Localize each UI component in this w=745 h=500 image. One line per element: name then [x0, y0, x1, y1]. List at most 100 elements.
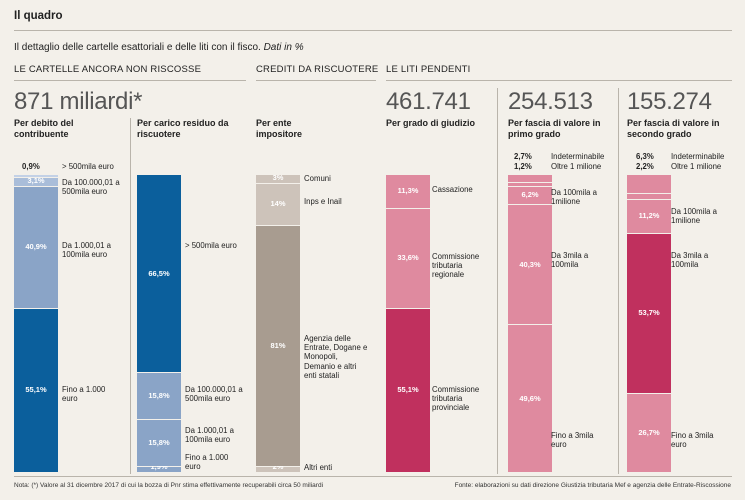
pct-secondo-oltre: 2,2% [636, 162, 654, 171]
pct-primo-indet: 2,7% [514, 152, 532, 161]
title-rule [14, 30, 732, 31]
subtitle-note: Dati in % [263, 42, 304, 53]
chart-title: Il quadro [14, 10, 63, 22]
label-grado-cassazione: Cassazione [432, 185, 473, 194]
section-rule-liti [386, 80, 732, 81]
bar-debito-value-0: 55,1% [25, 385, 47, 395]
bar-primo-segment-4 [508, 174, 552, 183]
bar-secondo-value-1: 53,7% [638, 308, 660, 318]
bar-carico-segment-3 [137, 174, 181, 373]
label-debito-1000: Da 1.000,01 a 100mila euro [62, 241, 111, 260]
col-title-grado: Per grado di giudizio [386, 118, 476, 128]
pct-debito-500: 0,9% [22, 162, 40, 171]
col-title-secondo: Per fascia di valore in secondo grado [627, 118, 720, 139]
label-debito-fino: Fino a 1.000 euro [62, 385, 106, 404]
total-cartelle: 871 miliardi* [14, 88, 143, 115]
bar-primo-value-1: 40,3% [519, 259, 541, 269]
footer-note: Nota: (*) Valore al 31 dicembre 2017 di … [14, 482, 324, 489]
section-liti: LE LITI PENDENTI [386, 64, 471, 75]
bar-carico-segment-2 [137, 372, 181, 420]
bar-debito-segment-0 [14, 307, 58, 472]
label-primo-100k: Da 100mila a 1milione [551, 188, 597, 207]
bar-primo-segment-2 [508, 185, 552, 205]
divider-1 [130, 118, 131, 474]
bar-debito-value-1: 40,9% [25, 242, 47, 252]
pct-secondo-indet: 6,3% [636, 152, 654, 161]
bar-debito-segment-1 [14, 185, 58, 308]
label-carico-fino: Fino a 1.000 euro [185, 453, 229, 472]
bar-secondo-segment-1 [627, 232, 671, 393]
bar-grado: 55,1% 33,6% 11,3% [386, 174, 430, 472]
bar-secondo-value-0: 26,7% [638, 427, 660, 437]
label-grado-provinciale: Commissione tributaria provinciale [432, 385, 480, 413]
bar-primo-segment-3 [508, 182, 552, 186]
bar-debito-value-2: 3,1% [27, 175, 45, 185]
label-secondo-100k: Da 100mila a 1milione [671, 207, 717, 226]
label-carico-100k: Da 100.000,01 a 500mila euro [185, 385, 243, 404]
label-secondo-indet: Indeterminabile [671, 152, 725, 161]
bar-ente-segment-1 [256, 224, 300, 467]
label-primo-oltre: Oltre 1 milione [551, 162, 602, 171]
bar-ente: 2% 81% 14% 3% [256, 172, 300, 472]
bar-grado-value-0: 55,1% [397, 385, 419, 395]
label-carico-500: > 500mila euro [185, 241, 237, 250]
bar-primo: 49,6% 40,3% 6,2% [508, 174, 552, 472]
bar-carico-segment-0 [137, 466, 181, 472]
bar-grado-segment-1 [386, 207, 430, 308]
bar-debito-segment-2 [14, 176, 58, 186]
bar-primo-segment-1 [508, 204, 552, 325]
bar-secondo: 26,7% 53,7% 11,2% [627, 174, 671, 472]
bar-carico-value-2: 15,8% [148, 391, 170, 401]
bar-ente-value-0: 2% [272, 462, 284, 471]
bar-carico-segment-1 [137, 419, 181, 467]
bar-ente-segment-2 [256, 182, 300, 225]
chart-subtitle: Il dettaglio delle cartelle esattoriali … [14, 42, 304, 53]
bar-carico-value-3: 66,5% [148, 268, 170, 278]
bar-ente-segment-0 [256, 466, 300, 472]
section-rule-cartelle [14, 80, 246, 81]
divider-3 [618, 88, 619, 474]
label-ente-agenzia: Agenzia delle Entrate, Dogane e Monopoli… [304, 334, 368, 380]
section-cartelle: LE CARTELLE ANCORA NON RISCOSSE [14, 64, 202, 75]
label-ente-altri: Altri enti [304, 463, 333, 472]
label-carico-1000: Da 1.000,01 a 100mila euro [185, 426, 234, 445]
bar-primo-value-0: 49,6% [519, 393, 541, 403]
section-rule-crediti [256, 80, 376, 81]
bar-ente-value-3: 3% [272, 172, 284, 182]
label-debito-500: > 500mila euro [62, 162, 114, 171]
label-secondo-fino: Fino a 3mila euro [671, 431, 714, 450]
bar-grado-segment-0 [386, 307, 430, 472]
total-liti-primo: 254.513 [508, 88, 593, 115]
label-primo-fino: Fino a 3mila euro [551, 431, 594, 450]
subtitle-text: Il dettaglio delle cartelle esattoriali … [14, 42, 261, 53]
bar-ente-value-2: 14% [270, 199, 286, 209]
section-crediti: CREDITI DA RISCUOTERE [256, 64, 379, 75]
bar-debito-segment-3 [14, 174, 58, 177]
label-secondo-3k: Da 3mila a 100mila [671, 251, 709, 270]
footer-rule [14, 476, 732, 477]
col-title-carico: Per carico residuo da riscuotere [137, 118, 229, 139]
total-liti-secondo: 155.274 [627, 88, 712, 115]
label-primo-indet: Indeterminabile [551, 152, 605, 161]
bar-primo-segment-0 [508, 324, 552, 472]
bar-carico-value-0: 1,9% [150, 462, 168, 471]
label-primo-3k: Da 3mila a 100mila [551, 251, 589, 270]
col-title-primo: Per fascia di valore in primo grado [508, 118, 601, 139]
bar-carico: 1,9% 15,8% 15,8% 66,5% [137, 174, 181, 472]
pct-primo-oltre: 1,2% [514, 162, 532, 171]
bar-ente-value-1: 81% [270, 340, 286, 350]
bar-ente-segment-3 [256, 174, 300, 183]
label-ente-comuni: Comuni [304, 174, 331, 183]
bar-secondo-value-2: 11,2% [638, 211, 660, 221]
bar-debito: 55,1% 40,9% 3,1% [14, 174, 58, 472]
total-liti-grado: 461.741 [386, 88, 471, 115]
bar-secondo-segment-3 [627, 192, 671, 200]
footer-source: Fonte: elaborazioni su dati direzione Gi… [454, 482, 731, 489]
bar-primo-value-2: 6,2% [521, 190, 539, 200]
bar-secondo-segment-0 [627, 392, 671, 472]
label-debito-100k: Da 100.000,01 a 500mila euro [62, 178, 120, 197]
col-title-debito: Per debito del contribuente [14, 118, 74, 139]
label-grado-regionale: Commissione tributaria regionale [432, 252, 480, 280]
bar-carico-value-1: 15,8% [148, 438, 170, 448]
col-title-ente: Per ente impositore [256, 118, 303, 139]
